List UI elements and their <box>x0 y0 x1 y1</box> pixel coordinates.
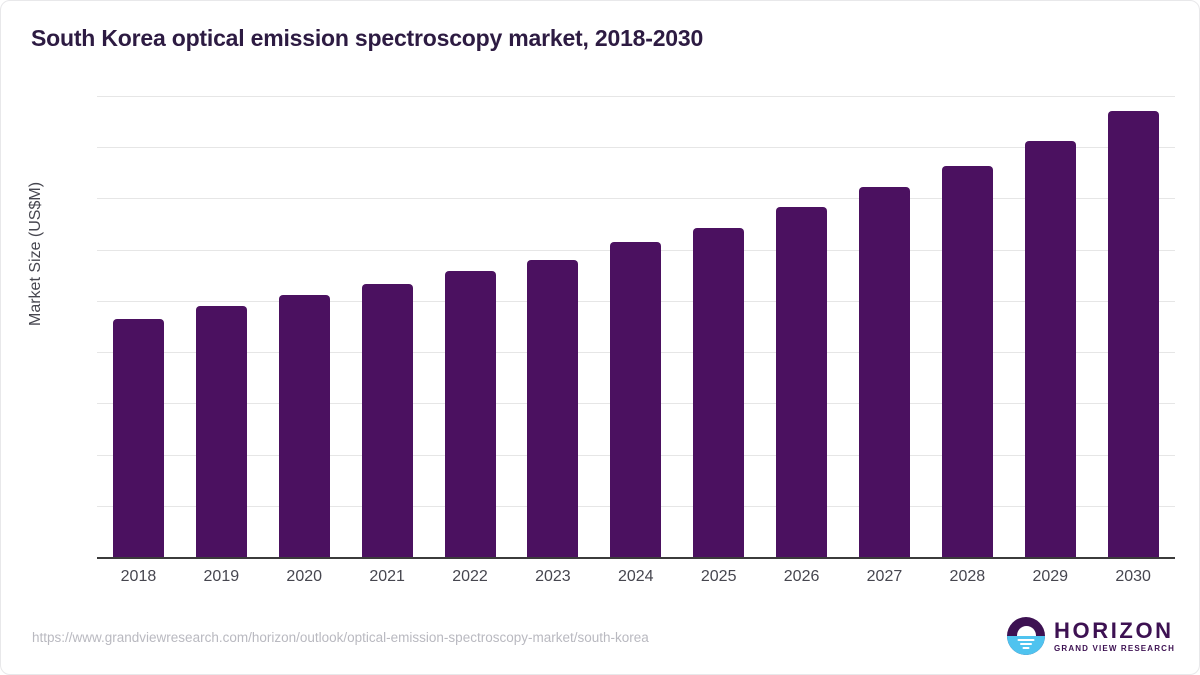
x-tick-label: 2027 <box>866 568 903 585</box>
bar[interactable] <box>278 294 330 557</box>
bar[interactable] <box>610 241 662 557</box>
bar-slot: 2029 <box>1009 96 1092 585</box>
bar-slot: 2024 <box>594 96 677 585</box>
x-tick-label: 2020 <box>286 568 323 585</box>
bar-slot: 2025 <box>677 96 760 585</box>
bar[interactable] <box>858 186 910 557</box>
logo-wordmark: HORIZON <box>1054 617 1174 643</box>
y-axis-title: Market Size (US$M) <box>27 181 44 326</box>
gridline <box>97 96 1175 97</box>
bar[interactable] <box>1024 140 1076 557</box>
brand-logo: HORIZON GRAND VIEW RESEARCH <box>1007 617 1175 655</box>
bar-slot: 2020 <box>263 96 346 585</box>
x-tick-label: 2024 <box>617 568 654 585</box>
bar-slot: 2030 <box>1092 96 1175 585</box>
x-tick-label: 2023 <box>535 568 571 585</box>
bar-slot: 2018 <box>97 96 180 585</box>
bar-series: 2018 2019 2020 2021 2022 2023 2024 2025 2026 2027… <box>97 96 1175 585</box>
horizon-logo-icon <box>1007 617 1046 655</box>
gridline <box>97 198 1175 200</box>
x-tick-label: 2026 <box>783 568 820 585</box>
page-title: South Korea optical emission spectroscop… <box>31 25 704 51</box>
x-tick-label: 2021 <box>369 568 405 585</box>
bar[interactable] <box>361 284 413 557</box>
bar-slot: 2019 <box>180 96 263 585</box>
bar-slot: 2021 <box>346 96 429 585</box>
x-axis-line <box>97 557 1175 559</box>
x-tick-label: 2030 <box>1115 568 1151 585</box>
plot-area: 024681012141618 201820192020202120222023… <box>97 96 1175 585</box>
logo-subtitle: GRAND VIEW RESEARCH <box>1054 643 1175 653</box>
bar[interactable] <box>112 318 164 557</box>
gridline <box>97 147 1175 149</box>
bar-slot: 2028 <box>926 96 1009 585</box>
logo-text: HORIZON GRAND VIEW RESEARCH <box>1054 617 1175 653</box>
bar[interactable] <box>693 227 745 557</box>
x-tick-label: 2019 <box>203 568 240 585</box>
bar[interactable] <box>776 207 828 557</box>
x-tick-label: 2029 <box>1032 568 1069 585</box>
bar[interactable] <box>444 271 496 557</box>
bar[interactable] <box>941 166 993 557</box>
x-tick-label: 2018 <box>120 568 157 585</box>
bar-slot: 2026 <box>760 96 843 585</box>
bar-slot: 2023 <box>511 96 594 585</box>
bar-slot: 2027 <box>843 96 926 585</box>
source-url[interactable]: https://www.grandviewresearch.com/horizo… <box>32 630 649 645</box>
bar-slot: 2022 <box>429 96 512 585</box>
x-tick-label: 2022 <box>452 568 488 585</box>
x-tick-label: 2028 <box>949 568 986 585</box>
bar[interactable] <box>1107 111 1159 557</box>
bar[interactable] <box>527 259 579 557</box>
bar[interactable] <box>195 306 247 557</box>
x-tick-label: 2025 <box>700 568 737 585</box>
